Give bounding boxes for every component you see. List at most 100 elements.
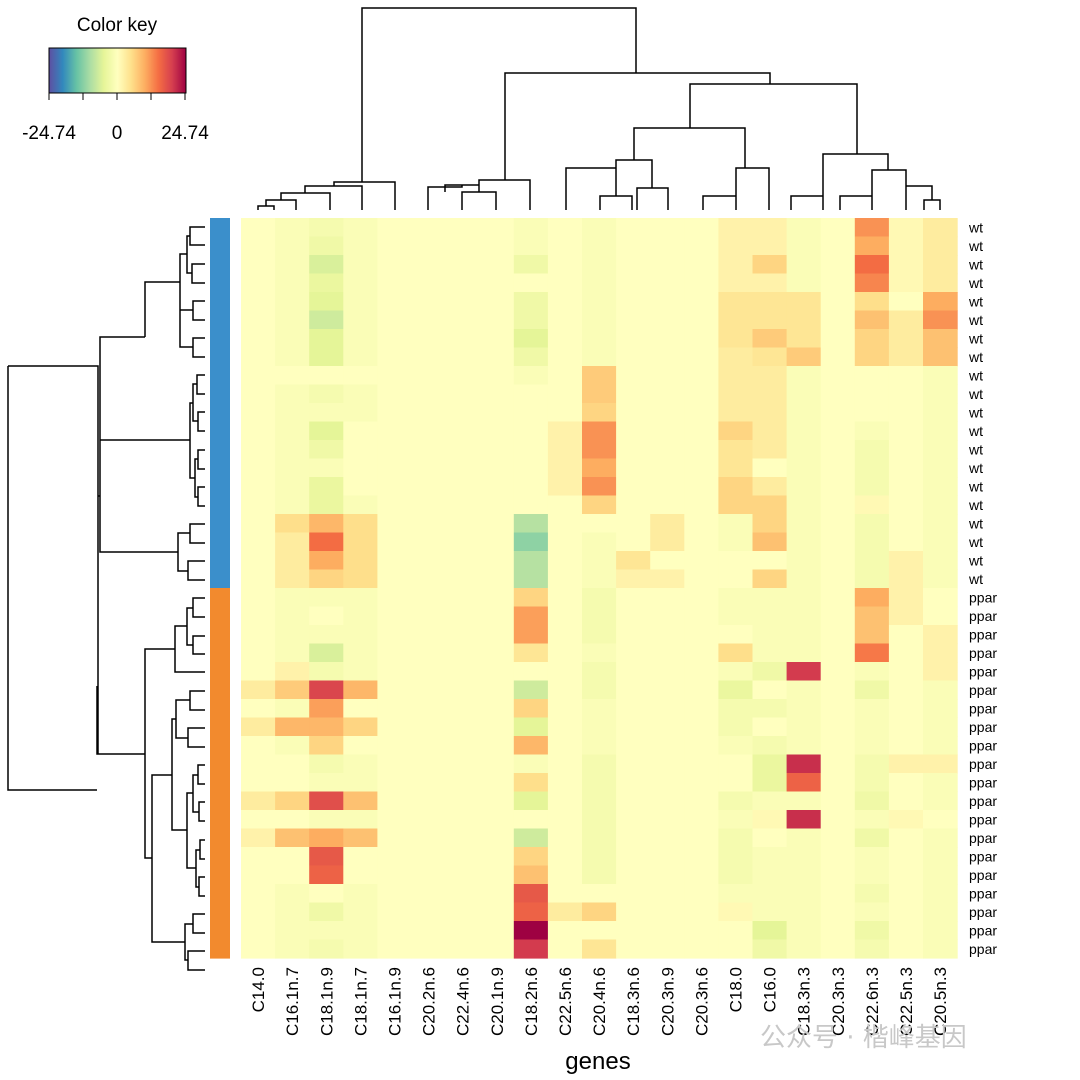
heatmap-cell bbox=[377, 791, 413, 811]
heatmap-cell bbox=[343, 810, 378, 830]
color-key-min-label: -24.74 bbox=[22, 123, 76, 144]
heatmap-cell bbox=[718, 514, 754, 534]
heatmap-cell bbox=[513, 403, 549, 423]
heatmap-cell bbox=[650, 939, 685, 959]
heatmap-cell bbox=[377, 810, 413, 830]
heatmap-cell bbox=[309, 680, 344, 700]
heatmap-cell bbox=[343, 255, 378, 275]
heatmap-cell bbox=[241, 477, 276, 497]
heatmap-cell bbox=[752, 347, 788, 367]
watermark-text: 公众号 · 楷峰基因 bbox=[760, 1023, 967, 1053]
group-strip-segment-wt bbox=[210, 273, 230, 293]
heatmap-cell bbox=[241, 902, 276, 922]
heatmap-cell bbox=[820, 606, 856, 626]
heatmap-cell bbox=[241, 273, 276, 293]
heatmap-cell bbox=[411, 680, 447, 700]
heatmap-cell bbox=[582, 939, 617, 959]
heatmap-cell bbox=[684, 939, 719, 959]
heatmap-cell bbox=[888, 606, 924, 626]
heatmap-cell bbox=[786, 625, 822, 645]
heatmap-cell bbox=[241, 403, 276, 423]
heatmap-cell bbox=[752, 588, 788, 608]
heatmap-cell bbox=[547, 532, 583, 552]
row-label: wt bbox=[968, 275, 983, 291]
group-strip-segment-ppar bbox=[210, 810, 230, 830]
heatmap-cell bbox=[786, 902, 822, 922]
heatmap-cell bbox=[650, 421, 685, 441]
heatmap-cell bbox=[923, 532, 958, 552]
heatmap-cell bbox=[650, 403, 685, 423]
heatmap-cell bbox=[923, 218, 958, 238]
heatmap-cell bbox=[923, 384, 958, 404]
heatmap-cell bbox=[820, 532, 856, 552]
heatmap-cell bbox=[479, 884, 515, 904]
heatmap-cell bbox=[786, 791, 822, 811]
heatmap-cell bbox=[343, 440, 378, 460]
heatmap-cell bbox=[820, 403, 856, 423]
heatmap-cell bbox=[343, 292, 378, 312]
heatmap-cell bbox=[786, 606, 822, 626]
heatmap-cell bbox=[752, 477, 788, 497]
heatmap-cell bbox=[241, 865, 276, 885]
row-label: ppar bbox=[969, 589, 997, 605]
heatmap-cell bbox=[241, 458, 276, 478]
heatmap-cell bbox=[820, 551, 856, 571]
heatmap-cell bbox=[684, 736, 719, 756]
heatmap-cell bbox=[650, 218, 685, 238]
heatmap-cell bbox=[411, 329, 447, 349]
row-label: ppar bbox=[969, 663, 997, 679]
heatmap-cell bbox=[445, 680, 481, 700]
heatmap-cell bbox=[343, 921, 378, 941]
heatmap-cell bbox=[752, 384, 788, 404]
heatmap-cell bbox=[923, 273, 958, 293]
heatmap-cell bbox=[377, 236, 413, 256]
heatmap-cell bbox=[582, 329, 617, 349]
heatmap-cell bbox=[241, 310, 276, 330]
heatmap-cell bbox=[684, 366, 719, 386]
heatmap-cell bbox=[718, 588, 754, 608]
heatmap-cell bbox=[513, 754, 549, 774]
heatmap-cell bbox=[241, 329, 276, 349]
heatmap-cell bbox=[923, 828, 958, 848]
heatmap-cell bbox=[888, 551, 924, 571]
heatmap-cell bbox=[582, 218, 617, 238]
heatmap-cell bbox=[786, 532, 822, 552]
heatmap-cell bbox=[547, 236, 583, 256]
heatmap-cell bbox=[479, 847, 515, 867]
heatmap-cell bbox=[343, 458, 378, 478]
heatmap-cell bbox=[479, 532, 515, 552]
heatmap-cell bbox=[377, 384, 413, 404]
heatmap-cell bbox=[684, 773, 719, 793]
heatmap-cell bbox=[547, 218, 583, 238]
heatmap-cell bbox=[752, 662, 788, 682]
heatmap-cell bbox=[582, 384, 617, 404]
heatmap-cell bbox=[684, 810, 719, 830]
heatmap-cell bbox=[445, 440, 481, 460]
heatmap-cell bbox=[445, 218, 481, 238]
heatmap-cell bbox=[275, 754, 310, 774]
heatmap-cell bbox=[820, 273, 856, 293]
heatmap-cell bbox=[411, 828, 447, 848]
heatmap-cell bbox=[616, 773, 651, 793]
heatmap-cell bbox=[445, 421, 481, 441]
heatmap-cell bbox=[309, 939, 344, 959]
heatmap-cell bbox=[377, 458, 413, 478]
heatmap-cell bbox=[718, 902, 754, 922]
heatmap-cell bbox=[275, 495, 310, 515]
heatmap-cell bbox=[888, 884, 924, 904]
heatmap-cell bbox=[309, 643, 344, 663]
heatmap-cell bbox=[309, 810, 344, 830]
heatmap-cell bbox=[479, 569, 515, 589]
heatmap-cell bbox=[309, 569, 344, 589]
heatmap-cell bbox=[513, 236, 549, 256]
heatmap-cell bbox=[309, 773, 344, 793]
heatmap-cell bbox=[820, 384, 856, 404]
heatmap-cell bbox=[241, 680, 276, 700]
heatmap-cell bbox=[411, 551, 447, 571]
heatmap-cell bbox=[684, 717, 719, 737]
heatmap-cell bbox=[309, 384, 344, 404]
column-label: C20.3n.3 bbox=[829, 967, 848, 1036]
heatmap-cell bbox=[923, 736, 958, 756]
heatmap-cell bbox=[888, 495, 924, 515]
heatmap-cell bbox=[445, 236, 481, 256]
